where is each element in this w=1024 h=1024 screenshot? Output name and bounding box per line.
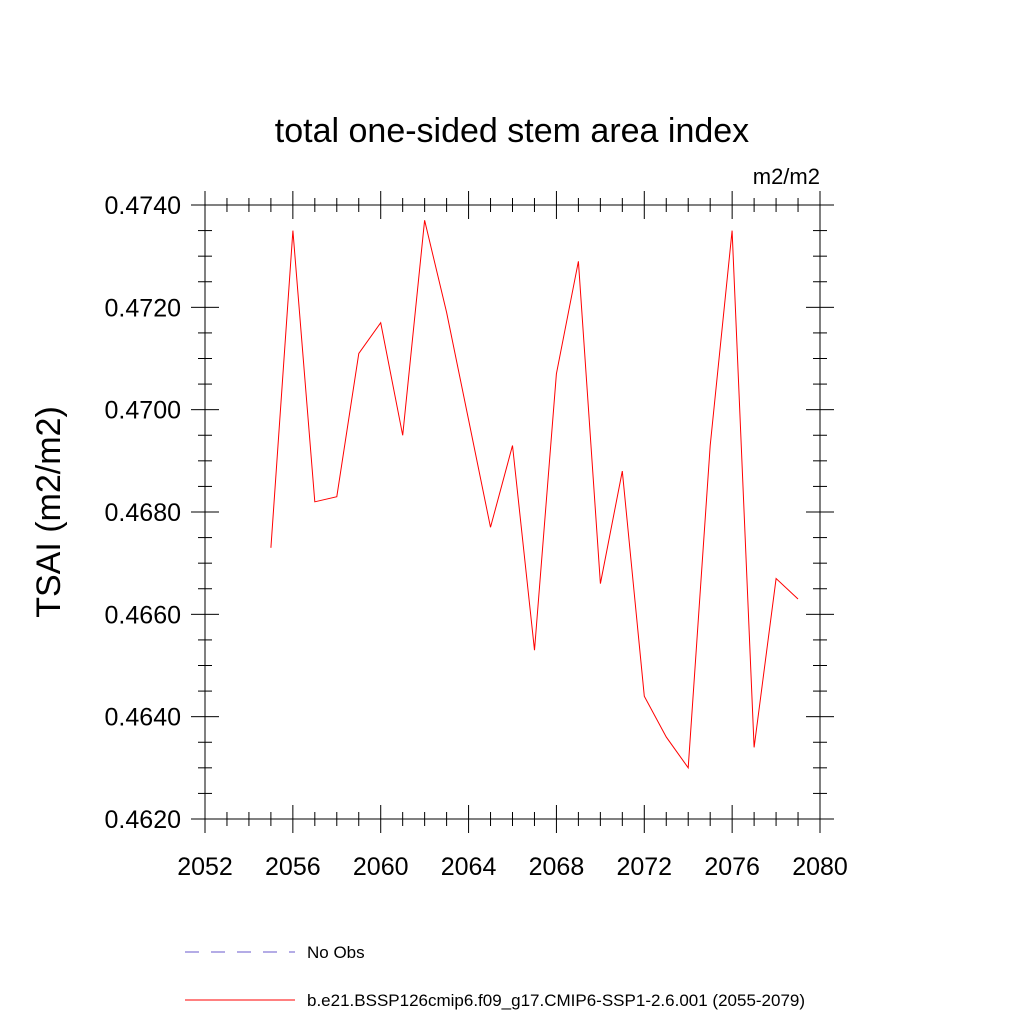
series-layer [270,220,799,770]
legend-label: No Obs [307,943,365,962]
x-tick-label: 2064 [441,853,497,881]
x-tick-label: 2056 [265,853,321,881]
x-tick-label: 2072 [616,853,672,881]
x-tick-label: 2060 [353,853,409,881]
x-tick-label: 2080 [792,853,848,881]
y-tick-label: 0.4640 [105,704,181,732]
legend: No Obs b.e21.BSSP126cmip6.f09_g17.CMIP6-S… [185,943,805,1010]
plot-frame [204,204,821,820]
axis-ticks [191,191,834,833]
series-line [270,220,799,770]
chart-title: total one-sided stem area index [275,112,749,150]
y-tick-label: 0.4660 [105,601,181,629]
y-tick-label: 0.4720 [105,294,181,322]
y-axis-label: TSAI (m2/m2) [30,406,68,618]
legend-label: b.e21.BSSP126cmip6.f09_g17.CMIP6-SSP1-2.… [307,991,805,1010]
y-tick-label: 0.4620 [105,806,181,834]
y-tick-labels: 0.4620 0.4640 0.4660 0.4680 0.4700 0.4720 0.47… [105,192,181,834]
y-tick-label: 0.4680 [105,499,181,527]
x-tick-label: 2052 [177,853,233,881]
y-tick-label: 0.4740 [105,192,181,220]
x-tick-label: 2068 [529,853,585,881]
x-tick-labels: 2052 2056 2060 2064 2068 2072 2076 2080 [177,853,848,881]
y-tick-label: 0.4700 [105,397,181,425]
x-tick-label: 2076 [704,853,760,881]
units-label: m2/m2 [753,164,820,189]
